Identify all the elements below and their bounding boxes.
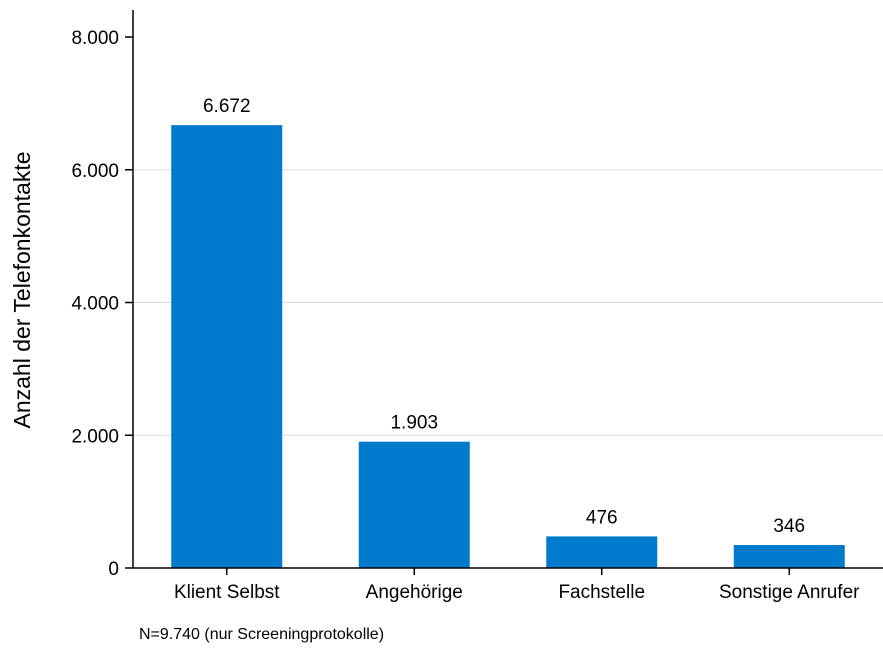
x-category-label: Fachstelle <box>558 582 645 603</box>
bar <box>546 536 658 568</box>
bar-value-label: 1.903 <box>390 413 438 434</box>
bar-value-label: 346 <box>773 516 805 537</box>
sample-size-note: N=9.740 (nur Screeningprotokolle) <box>139 626 385 643</box>
x-category-label: Klient Selbst <box>174 582 280 603</box>
x-axis-categories: Klient Selbst Angehörige Fachstelle Sonstig… <box>174 568 860 603</box>
y-tick-label: 6.000 <box>71 161 119 182</box>
x-category-label: Angehörige <box>366 582 463 603</box>
bar-value-label: 476 <box>586 507 618 528</box>
y-axis-title: Anzahl der Telefonkontakte <box>9 151 35 428</box>
y-tick-label: 8.000 <box>71 28 119 49</box>
bar <box>358 441 470 568</box>
y-tick-label: 2.000 <box>71 426 119 447</box>
bar <box>733 545 845 568</box>
data-labels: 6.672 1.903 476 346 <box>203 96 805 537</box>
bar-value-label: 6.672 <box>203 96 251 117</box>
y-tick-label: 4.000 <box>71 294 119 315</box>
axes <box>132 10 883 569</box>
bars <box>171 125 845 569</box>
y-tick-label: 0 <box>108 559 119 580</box>
y-axis-ticks: 0 2.000 4.000 6.000 8.000 <box>71 28 133 580</box>
x-category-label: Sonstige Anrufer <box>719 582 860 603</box>
bar <box>171 125 283 569</box>
